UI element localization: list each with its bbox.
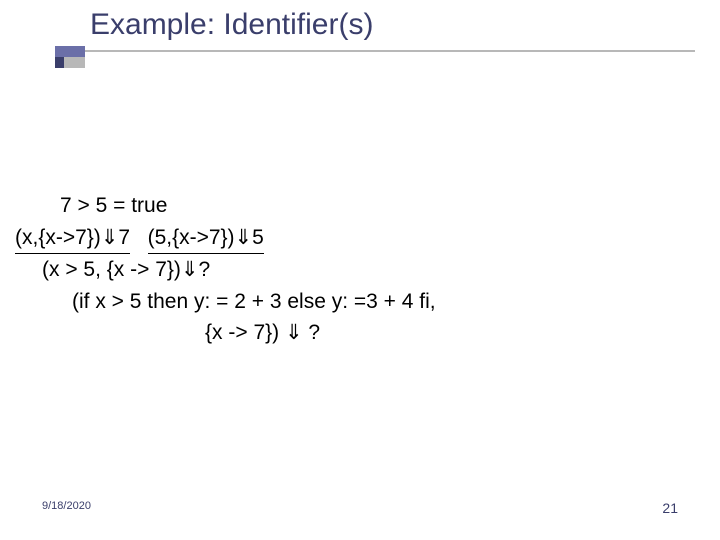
- title-underline: [85, 50, 695, 52]
- underline-premise-1: (x,{x->7})⇓7: [15, 222, 130, 255]
- footer-page-number: 21: [662, 500, 678, 516]
- accent-mark: [55, 46, 85, 68]
- content-line-3: (x > 5, {x -> 7})⇓?: [42, 254, 720, 286]
- title-area: Example: Identifier(s): [0, 0, 720, 70]
- content-line-5: {x -> 7}) ⇓ ?: [205, 317, 720, 349]
- footer: 9/18/2020 21: [42, 500, 678, 516]
- accent-block-bottom-right: [64, 57, 85, 68]
- content-line-1: 7 > 5 = true: [60, 190, 720, 222]
- slide-title: Example: Identifier(s): [90, 8, 373, 42]
- content-line-2: (x,{x->7})⇓7 (5,{x->7})⇓5: [15, 222, 720, 255]
- footer-date: 9/18/2020: [42, 500, 91, 516]
- accent-block-top: [55, 46, 85, 57]
- accent-block-bottom-left: [55, 57, 64, 68]
- underline-premise-2: (5,{x->7})⇓5: [148, 222, 264, 255]
- content-line-4: (if x > 5 then y: = 2 + 3 else y: =3 + 4…: [72, 286, 720, 318]
- slide-content: 7 > 5 = true (x,{x->7})⇓7 (5,{x->7})⇓5 (…: [0, 190, 720, 349]
